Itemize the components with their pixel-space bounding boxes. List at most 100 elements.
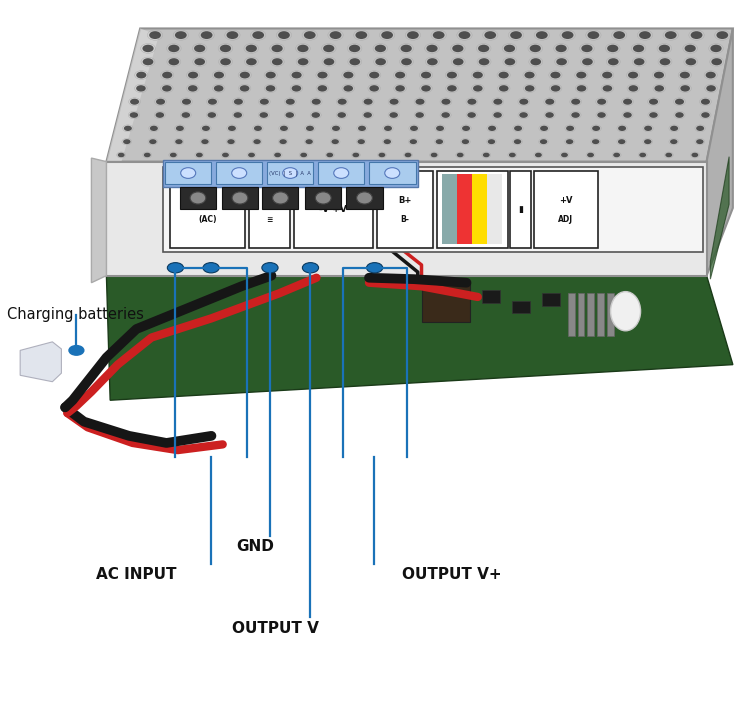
- Ellipse shape: [441, 112, 450, 118]
- Ellipse shape: [410, 126, 418, 131]
- Bar: [376, 171, 433, 248]
- Ellipse shape: [473, 72, 483, 79]
- Ellipse shape: [509, 153, 516, 157]
- Ellipse shape: [457, 153, 464, 157]
- Bar: [587, 293, 594, 336]
- Ellipse shape: [156, 112, 164, 118]
- Ellipse shape: [545, 99, 554, 104]
- Bar: [422, 282, 471, 322]
- Text: OUTPUT V: OUTPUT V: [232, 621, 319, 636]
- Polygon shape: [706, 29, 733, 275]
- Ellipse shape: [227, 31, 238, 39]
- Ellipse shape: [639, 153, 646, 157]
- Ellipse shape: [280, 126, 288, 131]
- Ellipse shape: [203, 262, 219, 273]
- Ellipse shape: [318, 85, 327, 92]
- Ellipse shape: [201, 31, 212, 39]
- Ellipse shape: [324, 58, 334, 65]
- Bar: [510, 171, 531, 248]
- Text: (AC): (AC): [199, 214, 217, 224]
- Ellipse shape: [649, 99, 658, 104]
- Ellipse shape: [666, 153, 672, 157]
- Ellipse shape: [220, 45, 231, 52]
- Ellipse shape: [587, 31, 599, 39]
- Ellipse shape: [170, 153, 177, 157]
- Ellipse shape: [291, 85, 301, 92]
- Ellipse shape: [168, 45, 179, 52]
- Ellipse shape: [254, 126, 262, 131]
- Ellipse shape: [597, 112, 605, 118]
- Ellipse shape: [162, 85, 172, 92]
- Ellipse shape: [562, 31, 574, 39]
- Bar: [541, 293, 560, 306]
- Bar: [607, 293, 614, 336]
- Ellipse shape: [323, 45, 334, 52]
- Ellipse shape: [611, 292, 641, 331]
- Ellipse shape: [712, 58, 722, 65]
- Ellipse shape: [566, 139, 573, 144]
- Ellipse shape: [462, 126, 470, 131]
- Ellipse shape: [592, 139, 599, 144]
- Bar: [534, 171, 598, 248]
- Ellipse shape: [279, 139, 287, 144]
- Ellipse shape: [410, 139, 417, 144]
- Bar: [457, 174, 472, 245]
- Ellipse shape: [117, 153, 124, 157]
- Ellipse shape: [561, 153, 568, 157]
- Ellipse shape: [142, 58, 154, 65]
- Bar: [511, 300, 530, 313]
- Ellipse shape: [654, 72, 664, 79]
- Ellipse shape: [208, 99, 217, 104]
- Bar: [568, 293, 575, 336]
- Ellipse shape: [150, 126, 158, 131]
- Ellipse shape: [367, 262, 383, 273]
- Bar: [442, 174, 457, 245]
- Ellipse shape: [190, 192, 206, 204]
- Ellipse shape: [697, 126, 704, 131]
- Ellipse shape: [156, 99, 165, 104]
- Ellipse shape: [529, 45, 541, 52]
- Ellipse shape: [385, 168, 400, 178]
- Ellipse shape: [660, 58, 670, 65]
- Ellipse shape: [337, 99, 346, 104]
- Bar: [318, 162, 364, 184]
- Ellipse shape: [326, 153, 334, 157]
- Ellipse shape: [208, 112, 216, 118]
- Ellipse shape: [540, 126, 548, 131]
- Ellipse shape: [581, 45, 593, 52]
- Ellipse shape: [525, 72, 535, 79]
- Bar: [597, 293, 604, 336]
- Ellipse shape: [436, 126, 444, 131]
- Ellipse shape: [628, 72, 638, 79]
- Ellipse shape: [433, 31, 444, 39]
- Bar: [267, 162, 313, 184]
- Bar: [472, 174, 487, 245]
- Ellipse shape: [245, 45, 257, 52]
- Ellipse shape: [654, 85, 664, 92]
- Bar: [163, 167, 703, 252]
- Ellipse shape: [566, 126, 574, 131]
- Ellipse shape: [582, 58, 593, 65]
- Ellipse shape: [514, 139, 521, 144]
- Ellipse shape: [691, 153, 698, 157]
- Ellipse shape: [260, 99, 269, 104]
- Ellipse shape: [623, 112, 632, 118]
- Ellipse shape: [227, 139, 235, 144]
- Ellipse shape: [300, 153, 307, 157]
- Ellipse shape: [188, 72, 198, 79]
- Ellipse shape: [421, 85, 431, 92]
- Ellipse shape: [404, 153, 411, 157]
- Polygon shape: [20, 342, 62, 382]
- Ellipse shape: [232, 192, 248, 204]
- Ellipse shape: [246, 58, 257, 65]
- Ellipse shape: [505, 58, 515, 65]
- Ellipse shape: [357, 192, 373, 204]
- Bar: [170, 171, 245, 248]
- Ellipse shape: [69, 345, 84, 355]
- Text: (VC)  |  S  |  A  A: (VC) | S | A A: [270, 170, 311, 176]
- Ellipse shape: [608, 58, 619, 65]
- Polygon shape: [106, 162, 706, 275]
- Ellipse shape: [587, 153, 594, 157]
- Ellipse shape: [633, 45, 644, 52]
- Bar: [216, 162, 263, 184]
